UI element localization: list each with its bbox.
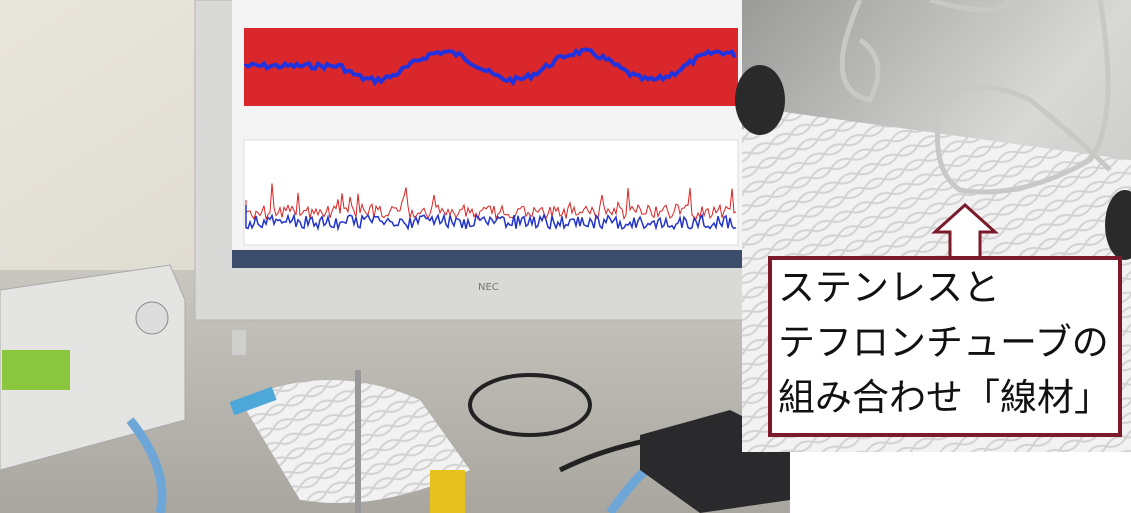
monitor-stand	[232, 330, 246, 355]
generator-display	[2, 350, 70, 390]
steel-rod	[355, 370, 361, 513]
generator-knob	[136, 302, 168, 334]
annotation-line: ステンレスと	[778, 266, 1000, 309]
annotation-line: 組み合わせ「線材」	[778, 376, 1111, 419]
photo-scene: NEC ステンレスと テフロンチューブの 組み合わせ「線材」	[0, 0, 1131, 513]
inset-clip	[735, 65, 785, 135]
annotation-line: テフロンチューブの	[778, 321, 1109, 364]
yellow-clip	[430, 470, 465, 513]
monitor-brand: NEC	[478, 282, 499, 293]
taskbar	[232, 250, 744, 268]
page: NEC ステンレスと テフロンチューブの 組み合わせ「線材」 (() => { …	[0, 0, 1131, 513]
